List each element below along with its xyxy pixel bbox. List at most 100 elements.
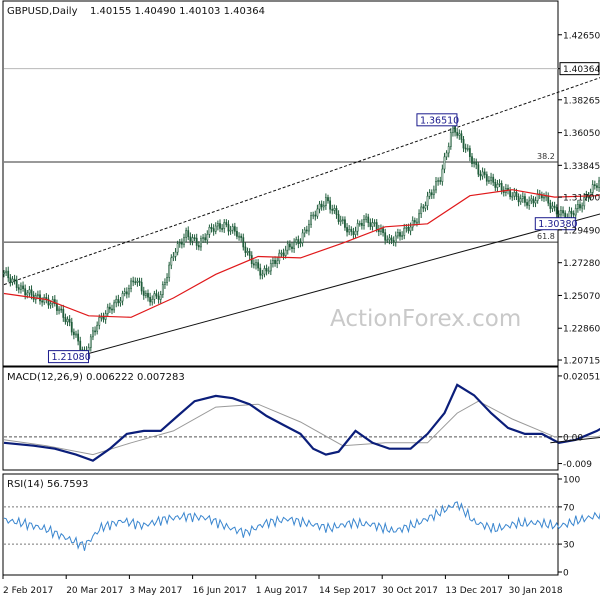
candle-body (492, 176, 495, 183)
candle-body (115, 298, 118, 304)
candle-body (197, 245, 200, 248)
candle-body (227, 224, 230, 232)
rsi-panel-title: RSI(14) 56.7593 (7, 479, 88, 490)
candle-body (297, 239, 300, 245)
candle-body (26, 292, 29, 296)
candle-body (134, 281, 137, 284)
candle-body (282, 252, 285, 256)
candle-body (284, 249, 287, 256)
candle-body (327, 197, 329, 202)
candle-body (350, 228, 353, 232)
candle-body (214, 225, 217, 232)
candle-body (475, 162, 478, 166)
candle-body (443, 156, 446, 170)
candle-body (382, 228, 384, 233)
candle-body (513, 192, 516, 197)
candle-body (136, 280, 139, 283)
candle-body (276, 260, 279, 264)
price-annotation-label: 1.36510 (420, 115, 459, 126)
candle-body (574, 208, 577, 216)
candle-body (208, 226, 211, 235)
candle-body (481, 171, 484, 177)
candle-body (142, 290, 145, 296)
candle-body (272, 259, 274, 264)
candle-body (320, 203, 323, 208)
price-panel-symbol: GBPUSD,Daily (7, 6, 78, 17)
candle-body (295, 239, 298, 243)
candle-body (170, 257, 173, 266)
candle-body (303, 229, 306, 234)
rsi-y-tick-label: 100 (563, 476, 580, 486)
candle-body (180, 242, 183, 245)
candle-body (473, 162, 476, 164)
candle-body (269, 263, 272, 272)
candle-body (515, 192, 518, 197)
candle-body (189, 236, 192, 242)
candle-body (517, 196, 520, 203)
candle-body (113, 302, 116, 311)
price-y-tick-label: 1.33845 (563, 162, 600, 172)
candle-body (471, 156, 473, 164)
macd-plot (3, 383, 600, 462)
price-y-tick-label: 1.36050 (563, 129, 600, 139)
x-tick-label: 13 Dec 2017 (445, 586, 503, 596)
candle-body (562, 210, 564, 214)
x-tick-label: 2 Feb 2017 (3, 586, 53, 596)
candle-body (15, 279, 18, 288)
candle-body (3, 272, 5, 275)
candle-body (509, 189, 512, 197)
candle-body (403, 227, 406, 236)
price-annotation-label: 1.21080 (51, 352, 90, 363)
candle-body (441, 168, 444, 182)
candle-body (117, 298, 120, 304)
candle-body (354, 230, 357, 235)
candle-body (424, 205, 427, 209)
candle-body (96, 324, 99, 332)
candle-body (206, 234, 209, 241)
candle-body (301, 232, 304, 243)
candle-body (94, 330, 96, 333)
candle-body (291, 246, 293, 249)
candle-body (534, 200, 537, 204)
candle-body (396, 232, 399, 237)
candle-body (388, 237, 391, 241)
price-annotation-box (416, 113, 458, 127)
candle-body (331, 208, 334, 211)
candle-body (121, 293, 124, 302)
candle-body (411, 220, 414, 228)
candle-body (225, 222, 228, 225)
candle-body (596, 185, 598, 188)
candle-body (238, 235, 240, 238)
candle-body (344, 219, 346, 228)
candle-body (128, 288, 130, 295)
price-panel-frame (2, 0, 559, 367)
candle-body (155, 293, 158, 297)
candle-body (449, 132, 452, 147)
candle-body (255, 262, 257, 266)
price-panel-ohlc: 1.40155 1.40490 1.40103 1.40364 (90, 6, 265, 17)
candle-body (288, 243, 291, 248)
candle-body (524, 196, 526, 203)
candle-body (305, 229, 308, 232)
candle-body (157, 295, 160, 300)
candle-body (591, 184, 594, 193)
candle-body (7, 270, 10, 279)
candle-body (447, 146, 450, 154)
candle-body (202, 237, 204, 240)
candle-body (130, 280, 132, 289)
candle-body (185, 230, 188, 238)
x-tick-label: 16 Jun 2017 (193, 586, 247, 596)
candle-body (28, 289, 31, 294)
candle-body (53, 299, 56, 305)
rsi-line (3, 501, 600, 551)
candle-body (579, 204, 581, 209)
candle-body (119, 300, 122, 304)
candle-body (462, 139, 465, 149)
candle-body (526, 202, 528, 206)
candle-body (413, 220, 416, 223)
candle-body (229, 229, 232, 232)
candle-body (75, 333, 77, 336)
candle-body (360, 222, 363, 226)
candle-body (583, 197, 586, 207)
